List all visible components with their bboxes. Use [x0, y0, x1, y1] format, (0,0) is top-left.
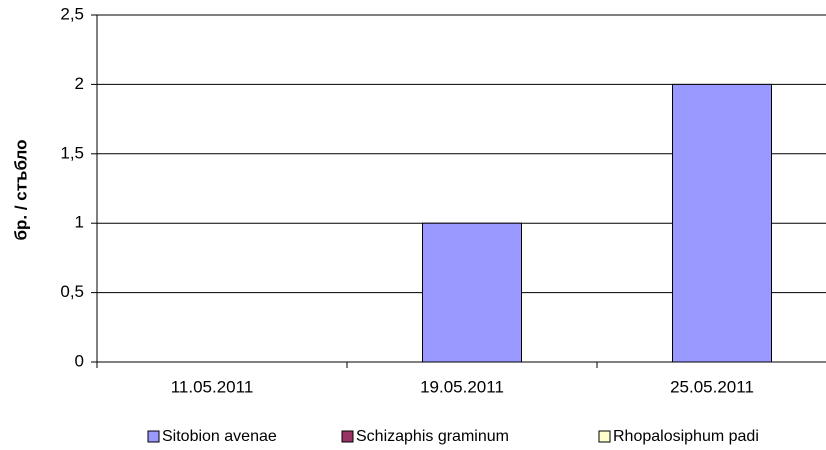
x-tick-label: 11.05.2011 — [171, 377, 254, 396]
y-tick-label: 2,5 — [60, 4, 84, 23]
y-tick-label: 2 — [75, 74, 84, 93]
y-tick-label: 0,5 — [60, 282, 84, 301]
y-tick-label: 1 — [75, 213, 84, 232]
legend-swatch — [341, 430, 354, 443]
y-tick-label: 0 — [75, 351, 84, 370]
legend-label: Rhopalosiphum padi — [613, 428, 759, 445]
x-tick-label: 25.05.2011 — [670, 377, 754, 396]
y-tick-label: 1,5 — [60, 143, 84, 162]
legend-swatch — [147, 430, 160, 443]
bar — [672, 83, 772, 363]
legend-label: Schizaphis graminum — [356, 428, 509, 445]
bar — [422, 222, 522, 363]
legend-label: Sitobion avenae — [162, 428, 277, 445]
x-tick-label: 19.05.2011 — [420, 377, 504, 396]
legend-swatch — [598, 430, 611, 443]
y-axis-label: бр. / стъбло — [11, 140, 30, 241]
